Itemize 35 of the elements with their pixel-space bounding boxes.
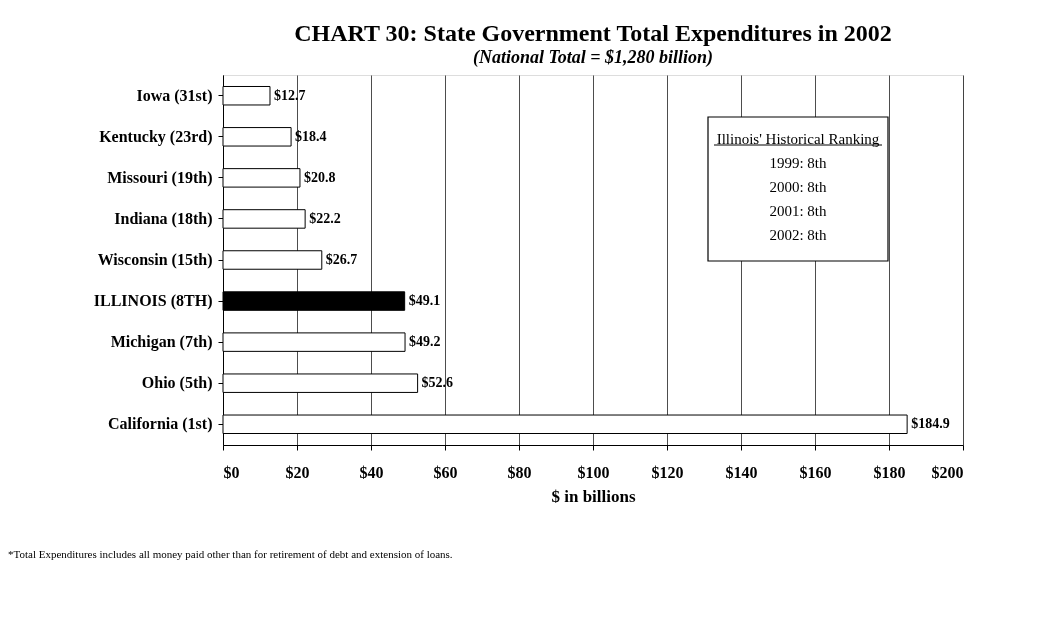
chart-title: CHART 30: State Government Total Expenditures in 2002: [294, 20, 892, 46]
text: *Total Expenditures includes all money paid other than for retirement of debt and extension of loans.: [8, 548, 453, 560]
data-label: $20.8: [303, 169, 336, 185]
y-tick-label: Wisconsin (15th): [97, 251, 213, 269]
x-tick-label: $20: [285, 463, 310, 481]
chart-subtitle: (National Total = $1,280 billion): [472, 47, 714, 68]
x-tick-label: $180: [873, 463, 906, 481]
y-tick-label: Missouri (19th): [107, 168, 213, 187]
data-label: $49.1: [408, 293, 441, 309]
annotation: Illinois' Historical Ranking: [716, 131, 880, 147]
x-tick-label: $200: [931, 463, 964, 481]
annotation: 1999: 8th: [769, 155, 828, 171]
y-tick-label: Michigan (7th): [110, 333, 213, 352]
y-tick-label: Indiana (18th): [114, 209, 213, 228]
y-tick-label: ILLINOIS (8TH): [93, 292, 213, 311]
y-tick-label: Iowa (31st): [136, 86, 213, 105]
annotation: 2001: 8th: [769, 203, 828, 219]
data-label: $22.2: [309, 210, 341, 226]
y-tick-label: Kentucky (23rd): [99, 127, 213, 146]
data-label: $49.2: [409, 334, 441, 350]
x-tick-label: $0: [223, 463, 240, 481]
y-tick-label: California (1st): [108, 415, 213, 434]
x-tick-label: $120: [651, 463, 684, 481]
y-tick-label: Ohio (5th): [141, 374, 213, 393]
x-axis-title: $ in billions: [551, 486, 636, 506]
x-tick-label: $40: [359, 463, 384, 481]
x-tick-label: $140: [725, 463, 758, 481]
x-tick-label: $160: [799, 463, 832, 481]
annotation: 2002: 8th: [769, 227, 828, 243]
annotation: 2000: 8th: [769, 179, 828, 195]
data-label: $184.9: [911, 416, 950, 432]
x-tick-label: $80: [507, 463, 532, 481]
data-label: $26.7: [325, 252, 358, 267]
x-tick-label: $100: [577, 463, 610, 481]
x-tick-label: $60: [433, 463, 458, 481]
